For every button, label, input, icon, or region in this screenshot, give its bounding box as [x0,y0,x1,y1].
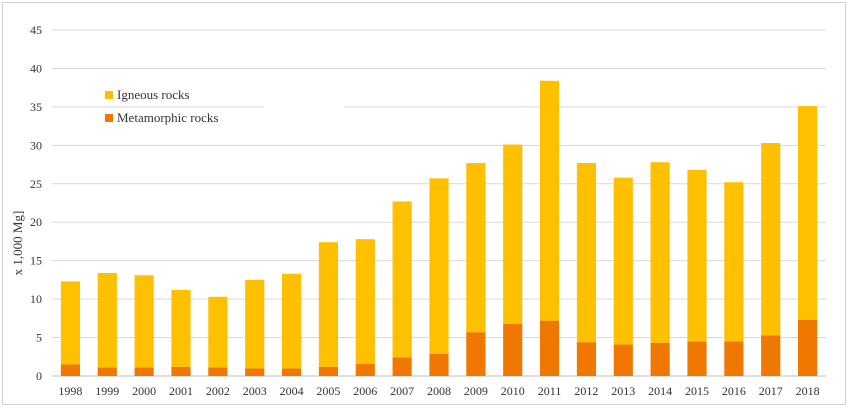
bar-igneous-2010 [503,144,523,324]
y-tick-label-10: 10 [30,292,42,306]
x-tick-label-2015: 2015 [685,384,709,398]
bar-metamorphic-2008 [429,353,449,376]
legend-label-metamorphic: Metamorphic rocks [117,110,218,125]
bar-igneous-1999 [97,272,117,368]
bar-igneous-2009 [466,163,486,333]
x-tick-label-1998: 1998 [58,384,82,398]
bar-metamorphic-2007 [392,357,412,376]
bar-metamorphic-1999 [97,367,117,376]
bar-igneous-2013 [613,177,633,345]
bar-metamorphic-2016 [724,341,744,376]
x-tick-label-2013: 2013 [611,384,635,398]
x-tick-label-2014: 2014 [648,384,672,398]
y-tick-label-25: 25 [30,177,42,191]
bar-metamorphic-2014 [650,342,670,376]
bar-metamorphic-2002 [208,367,228,376]
bar-igneous-2018 [797,106,818,320]
bar-metamorphic-2001 [171,366,191,376]
y-tick-label-15: 15 [30,254,42,268]
bar-igneous-2011 [539,80,560,321]
x-tick-label-2012: 2012 [574,384,598,398]
legend-swatch-igneous [105,91,113,99]
bar-igneous-2006 [355,239,375,364]
bar-igneous-2015 [687,169,707,342]
x-tick-label-2007: 2007 [390,384,414,398]
bar-igneous-2005 [318,242,339,367]
bar-metamorphic-2004 [281,368,302,376]
bar-metamorphic-2005 [318,366,339,376]
x-tick-label-2002: 2002 [206,384,230,398]
bar-metamorphic-2012 [576,342,597,376]
legend-background [264,80,344,132]
x-tick-label-2009: 2009 [464,384,488,398]
x-tick-label-2008: 2008 [427,384,451,398]
bar-metamorphic-2010 [503,323,523,376]
bars [60,80,818,376]
bar-metamorphic-2017 [761,335,781,376]
x-tick-label-1999: 1999 [95,384,119,398]
bar-igneous-2017 [761,143,781,336]
bar-igneous-2002 [208,296,228,368]
bar-metamorphic-2011 [539,320,560,376]
bar-igneous-2016 [724,182,744,342]
bar-igneous-2012 [576,163,597,343]
y-tick-label-20: 20 [30,215,42,229]
x-tick-label-2010: 2010 [501,384,525,398]
bar-igneous-2003 [245,279,265,369]
y-tick-label-30: 30 [30,138,42,152]
bar-igneous-2008 [429,178,449,354]
legend-swatch-metamorphic [105,114,113,122]
x-tick-label-2017: 2017 [759,384,783,398]
y-tick-label-5: 5 [36,331,42,345]
x-axis-ticks: 1998 1999 2000 2001 2002 2003 2004 2005 2006 2007… [58,384,819,398]
bar-metamorphic-2013 [613,344,633,376]
bar-metamorphic-2003 [245,368,265,376]
y-tick-label-40: 40 [30,61,42,75]
bar-metamorphic-2015 [687,341,707,376]
bar-metamorphic-1998 [60,364,81,376]
bar-igneous-1998 [60,281,81,365]
x-tick-label-2011: 2011 [538,384,562,398]
bar-igneous-2000 [134,275,154,368]
x-tick-label-2016: 2016 [722,384,746,398]
x-tick-label-2005: 2005 [316,384,340,398]
y-tick-label-45: 45 [30,23,42,37]
x-tick-label-2004: 2004 [280,384,304,398]
bar-metamorphic-2009 [466,332,486,376]
x-tick-label-2001: 2001 [169,384,193,398]
x-tick-label-2000: 2000 [132,384,156,398]
legend: Igneous rocks Metamorphic rocks [105,80,344,132]
bar-metamorphic-2006 [355,363,375,376]
bar-igneous-2004 [281,273,302,369]
y-axis-label: x 1,000 Mg] [10,211,25,276]
x-tick-label-2006: 2006 [353,384,377,398]
bar-metamorphic-2000 [134,367,154,376]
x-tick-label-2003: 2003 [243,384,267,398]
y-tick-label-35: 35 [30,100,42,114]
legend-label-igneous: Igneous rocks [117,87,190,102]
bar-igneous-2014 [650,162,670,343]
y-tick-label-0: 0 [36,369,42,383]
y-axis-ticks: 0 5 10 15 20 25 30 35 40 45 [30,23,42,383]
bar-igneous-2007 [392,201,412,358]
bar-igneous-2001 [171,289,191,367]
bar-metamorphic-2018 [797,319,818,376]
x-tick-label-2018: 2018 [796,384,820,398]
